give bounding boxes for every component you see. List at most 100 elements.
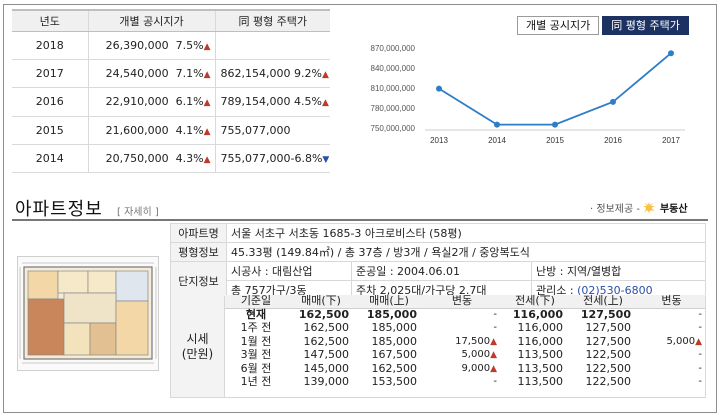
house-price: 755,077,000 bbox=[220, 123, 291, 137]
date-cell: 현재 bbox=[245, 308, 267, 322]
market-price-table: 기준일 매매(下) 매매(上) 변동 전세(下) 전세(上) 변동 현재 162,… bbox=[225, 295, 706, 389]
tab-house-price[interactable]: 同 평형 주택가 bbox=[602, 16, 689, 35]
up-arrow-icon: ▲ bbox=[695, 336, 702, 347]
land-price: 26,390,000 bbox=[105, 38, 169, 52]
chart-tabs: 개별 공시지가 同 평형 주택가 bbox=[514, 16, 689, 35]
jeonse-change-cell: - bbox=[637, 362, 706, 375]
land-price: 20,750,000 bbox=[105, 152, 169, 166]
jeonse-high-cell: 127,500 bbox=[580, 308, 631, 322]
house-price-cell: 789,154,000 4.5%▲ bbox=[215, 87, 330, 117]
apt-name-value: 서울 서초구 서초동 1685-3 아크로비스타 (58평) bbox=[226, 223, 706, 243]
year-cell: 2016 bbox=[12, 87, 89, 117]
jeonse-change-cell: 5,000▲ bbox=[637, 335, 706, 348]
land-price-cell: 22,910,000 6.1%▲ bbox=[88, 87, 216, 117]
y-tick-label: 780,000,000 bbox=[371, 104, 416, 113]
year-cell: 2015 bbox=[12, 116, 89, 146]
office-phone-link[interactable]: (02)530-6800 bbox=[577, 284, 653, 297]
sale-row: 6월 전 145,000 162,500 9,000▲ 113,500 122,500 - bbox=[225, 362, 706, 375]
info-row-name: 아파트명 서울 서초구 서초동 1685-3 아크로비스타 (58평) bbox=[170, 223, 706, 243]
completed-value: 준공일 : 2004.06.01 bbox=[351, 261, 532, 281]
jeonse-high-cell: 127,500 bbox=[585, 334, 632, 348]
house-price: 862,154,000 bbox=[220, 67, 291, 81]
house-price-cell bbox=[215, 31, 330, 60]
down-arrow-icon: ▼ bbox=[322, 155, 330, 166]
date-cell: 3월 전 bbox=[240, 348, 272, 362]
y-tick-label: 810,000,000 bbox=[371, 84, 416, 93]
sale-high-cell: 167,500 bbox=[371, 348, 418, 362]
sale-row: 1월 전 162,500 185,000 17,500▲ 116,000 127,500 5… bbox=[225, 335, 706, 348]
house-rate: -6.8% bbox=[290, 152, 323, 166]
data-point bbox=[668, 50, 674, 57]
year-cell: 2014 bbox=[12, 144, 89, 174]
sale-low-cell: 162,500 bbox=[303, 334, 350, 348]
data-point bbox=[436, 85, 442, 92]
col-date: 기준일 bbox=[225, 295, 287, 309]
house-rate: 9.2% bbox=[293, 67, 322, 81]
col-house-price: 同 평형 주택가 bbox=[215, 9, 330, 32]
floor-plan-drawing bbox=[19, 262, 157, 364]
sale-table-header: 기준일 매매(下) 매매(上) 변동 전세(下) 전세(上) 변동 bbox=[225, 295, 706, 309]
sale-low-cell: 139,000 bbox=[303, 375, 350, 389]
land-price-cell: 24,540,000 7.1%▲ bbox=[88, 59, 216, 89]
land-price-cell: 20,750,000 4.3%▲ bbox=[88, 144, 216, 174]
section-divider bbox=[12, 219, 708, 221]
land-price-cell: 21,600,000 4.1%▲ bbox=[88, 116, 216, 146]
up-arrow-icon: ▲ bbox=[490, 350, 497, 361]
y-tick-label: 840,000,000 bbox=[371, 64, 416, 73]
date-cell: 1년 전 bbox=[240, 375, 272, 389]
col-land-price: 개별 공시지가 bbox=[88, 9, 216, 32]
data-point bbox=[494, 121, 500, 128]
jeonse-change-cell: - bbox=[637, 349, 706, 362]
col-jeonse-high: 전세(上) bbox=[569, 295, 637, 309]
sale-row: 1주 전 162,500 185,000 - 116,000 127,500 - bbox=[225, 322, 706, 335]
detail-link[interactable]: [ 자세히 ] bbox=[117, 207, 159, 218]
up-arrow-icon: ▲ bbox=[203, 98, 211, 109]
heating-value: 난방 : 지역/열병합 bbox=[531, 261, 706, 281]
jeonse-change: - bbox=[698, 309, 702, 321]
tab-land-price[interactable]: 개별 공시지가 bbox=[517, 16, 600, 35]
series-line bbox=[438, 52, 672, 126]
info-row-size: 평형정보 45.33평 (149.84㎡) / 총 37층 / 방3개 / 욕실… bbox=[170, 242, 706, 262]
col-sale-high: 매매(上) bbox=[355, 295, 423, 309]
x-tick-label: 2016 bbox=[604, 136, 622, 145]
jeonse-change-cell: - bbox=[637, 308, 706, 321]
jeonse-change: - bbox=[698, 376, 702, 388]
jeonse-high-cell: 122,500 bbox=[585, 375, 632, 389]
house-price-cell: 862,154,000 9.2%▲ bbox=[215, 59, 330, 89]
up-arrow-icon: ▲ bbox=[490, 363, 497, 374]
label-apt-name: 아파트명 bbox=[170, 223, 227, 243]
up-arrow-icon: ▲ bbox=[490, 336, 497, 347]
info-provider: · 정보제공 - 부동산 bbox=[590, 200, 688, 215]
jeonse-high-cell: 122,500 bbox=[585, 348, 632, 362]
sale-row: 1년 전 139,000 153,500 - 113,500 122,500 - bbox=[225, 375, 706, 388]
house-rate: 4.5% bbox=[293, 95, 322, 109]
panel-frame bbox=[3, 4, 717, 413]
market-price-label: 시세 (만원) bbox=[170, 296, 225, 398]
price-line-chart: 750,000,000 780,000,000 810,000,000 840,000… bbox=[371, 44, 685, 145]
sale-high-cell: 153,500 bbox=[371, 375, 418, 389]
floor-plan-image[interactable] bbox=[17, 256, 159, 371]
house-price-cell: 755,077,000-6.8%▼ bbox=[215, 144, 330, 174]
sale-high-cell: 162,500 bbox=[371, 361, 418, 375]
sale-high-cell: 185,000 bbox=[366, 308, 417, 322]
market-label: 시세 bbox=[186, 331, 209, 346]
jeonse-low-cell: 116,000 bbox=[512, 308, 563, 322]
col-jeonse-change: 변동 bbox=[637, 295, 706, 309]
up-arrow-icon: ▲ bbox=[321, 98, 329, 109]
sale-change-cell: 5,000▲ bbox=[423, 349, 501, 362]
up-arrow-icon: ▲ bbox=[203, 70, 211, 81]
up-arrow-icon: ▲ bbox=[321, 70, 329, 81]
x-tick-label: 2017 bbox=[662, 136, 680, 145]
land-rate: 6.1% bbox=[175, 95, 204, 109]
market-unit: (만원) bbox=[181, 346, 214, 361]
sale-change: - bbox=[493, 309, 497, 321]
x-tick-label: 2014 bbox=[488, 136, 506, 145]
x-tick-label: 2015 bbox=[546, 136, 564, 145]
house-price: 789,154,000 bbox=[220, 95, 291, 109]
price-table-header: 년도 개별 공시지가 同 평형 주택가 bbox=[12, 9, 330, 32]
jeonse-low-cell: 113,500 bbox=[517, 375, 564, 389]
date-cell: 1월 전 bbox=[240, 334, 272, 348]
up-arrow-icon: ▲ bbox=[203, 126, 211, 137]
house-price-cell: 755,077,000 bbox=[215, 116, 330, 146]
size-value: 45.33평 (149.84㎡) / 총 37층 / 방3개 / 욕실2개 / … bbox=[226, 242, 706, 262]
